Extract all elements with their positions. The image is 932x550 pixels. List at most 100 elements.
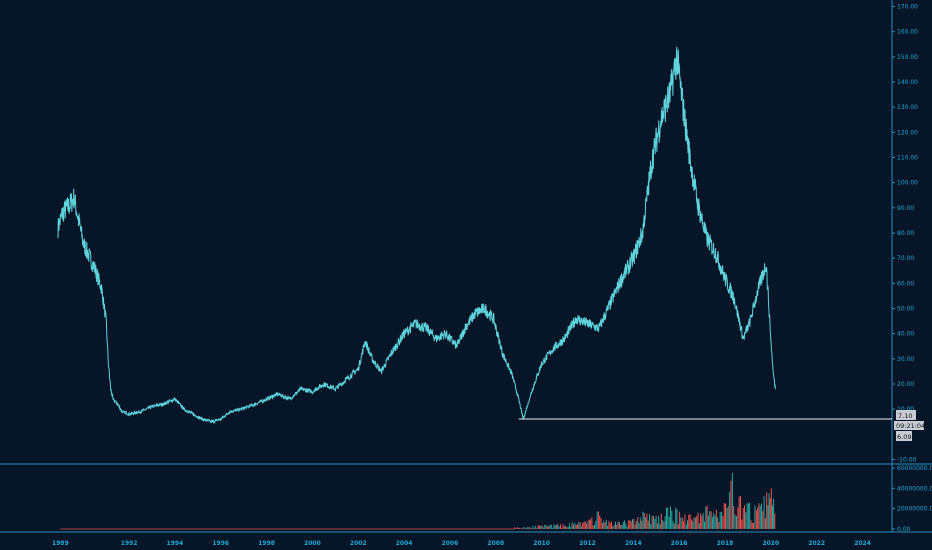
countdown-badge: 09:21:04 bbox=[894, 421, 925, 430]
volume-bar bbox=[558, 526, 560, 529]
volume-bar bbox=[550, 524, 552, 529]
year-tick-label: 2012 bbox=[579, 540, 596, 547]
volume-bar bbox=[667, 507, 669, 529]
volume-bar bbox=[601, 523, 603, 529]
volume-bar bbox=[539, 525, 540, 529]
volume-bar bbox=[528, 527, 530, 529]
price-tick-label: 130.00 bbox=[897, 104, 918, 111]
price-axis: 170.00 160.00 150.00 140.00 130.00 120.00 110.… bbox=[892, 4, 918, 463]
volume-bar bbox=[758, 503, 760, 529]
volume-bar bbox=[554, 525, 556, 529]
volume-bar bbox=[613, 524, 615, 529]
volume-bar bbox=[639, 517, 641, 529]
volume-bar bbox=[633, 518, 635, 529]
volume-bar bbox=[740, 496, 741, 529]
volume-bar bbox=[737, 507, 739, 529]
volume-bar bbox=[757, 507, 759, 529]
volume-bar bbox=[689, 514, 691, 529]
volume-bar bbox=[612, 526, 614, 529]
volume-bar bbox=[694, 517, 696, 529]
volume-bar bbox=[565, 526, 567, 529]
volume-tick-label: 0.00 bbox=[897, 526, 911, 533]
volume-bar bbox=[587, 520, 589, 529]
volume-bar bbox=[561, 527, 563, 529]
price-tick-label: 30.00 bbox=[897, 356, 914, 363]
volume-bar bbox=[754, 505, 756, 529]
volume-bar bbox=[542, 527, 544, 529]
volume-bar bbox=[637, 517, 639, 529]
volume-bar bbox=[620, 525, 622, 529]
year-tick-label: 1998 bbox=[258, 540, 275, 547]
volume-bar bbox=[545, 524, 547, 529]
year-tick-label: 2004 bbox=[396, 540, 413, 547]
volume-bar bbox=[654, 518, 656, 529]
volume-tick-label: 20000000.00 bbox=[897, 506, 932, 513]
volume-bar bbox=[725, 503, 726, 529]
volume-bar bbox=[646, 513, 648, 529]
volume-bar bbox=[609, 523, 611, 529]
volume-bar bbox=[523, 526, 525, 529]
volume-bar bbox=[706, 505, 708, 529]
volume-bar bbox=[583, 521, 585, 529]
price-tick-label: 110.00 bbox=[897, 155, 918, 162]
volume-bar bbox=[730, 480, 732, 529]
volume-bar bbox=[652, 515, 654, 529]
volume-bar bbox=[522, 528, 523, 529]
volume-bar bbox=[549, 524, 551, 529]
volume-bar bbox=[714, 515, 716, 529]
volume-bar bbox=[638, 523, 640, 529]
volume-bar bbox=[594, 524, 595, 529]
volume-bar bbox=[531, 528, 533, 529]
last-price-badge: 7.10 bbox=[896, 410, 916, 420]
volume-bar bbox=[688, 514, 690, 529]
volume-bar bbox=[744, 505, 745, 529]
volume-bar bbox=[697, 512, 699, 529]
year-tick-label: 2010 bbox=[533, 540, 550, 547]
volume-bar bbox=[749, 502, 751, 529]
volume-bar bbox=[573, 524, 574, 529]
volume-bar bbox=[577, 524, 578, 529]
volume-bar bbox=[546, 526, 548, 529]
volume-bar bbox=[570, 527, 572, 529]
volume-bar bbox=[556, 524, 557, 529]
volume-axis: 60000000.00 40000000.00 20000000.00 0.00 bbox=[892, 465, 932, 533]
volume-bar bbox=[679, 511, 681, 529]
volume-bar bbox=[571, 522, 573, 529]
volume-bar bbox=[681, 517, 683, 529]
volume-bar bbox=[660, 513, 662, 529]
countdown-label: 09:21:04 bbox=[896, 422, 925, 430]
volume-bar bbox=[707, 515, 709, 529]
volume-bar bbox=[750, 520, 752, 529]
volume-bar bbox=[659, 524, 661, 529]
volume-bar bbox=[604, 522, 606, 529]
volume-bar bbox=[630, 521, 632, 529]
price-tick-label: 70.00 bbox=[897, 255, 914, 262]
last-price-label: 7.10 bbox=[898, 412, 912, 420]
volume-bar bbox=[527, 527, 529, 529]
time-axis: 1989 1992 1994 1996 1998 2000 2002 2004 2006 2008… bbox=[52, 540, 871, 547]
price-tick-label: 60.00 bbox=[897, 280, 914, 287]
year-tick-label: 2020 bbox=[762, 540, 779, 547]
volume-bar bbox=[696, 516, 698, 529]
volume-bar bbox=[548, 525, 550, 529]
volume-bar bbox=[731, 473, 733, 529]
volume-bar bbox=[755, 510, 757, 529]
price-tick-label: 10.00 bbox=[897, 406, 914, 413]
volume-bar bbox=[600, 517, 602, 529]
volume-bar bbox=[605, 519, 607, 529]
volume-bar bbox=[651, 515, 653, 529]
volume-bar bbox=[676, 509, 678, 529]
year-tick-label: 2024 bbox=[854, 540, 871, 547]
volume-bar bbox=[643, 513, 645, 529]
volume-bar bbox=[671, 510, 673, 529]
volume-bar bbox=[675, 507, 677, 529]
volume-bar bbox=[567, 526, 569, 529]
volume-bar bbox=[588, 519, 590, 529]
year-tick-label: 1992 bbox=[121, 540, 138, 547]
volume-bar bbox=[702, 513, 704, 529]
volume-bar bbox=[579, 522, 581, 529]
volume-bar bbox=[650, 523, 652, 529]
volume-bar bbox=[624, 520, 626, 529]
volume-bar bbox=[635, 521, 637, 529]
